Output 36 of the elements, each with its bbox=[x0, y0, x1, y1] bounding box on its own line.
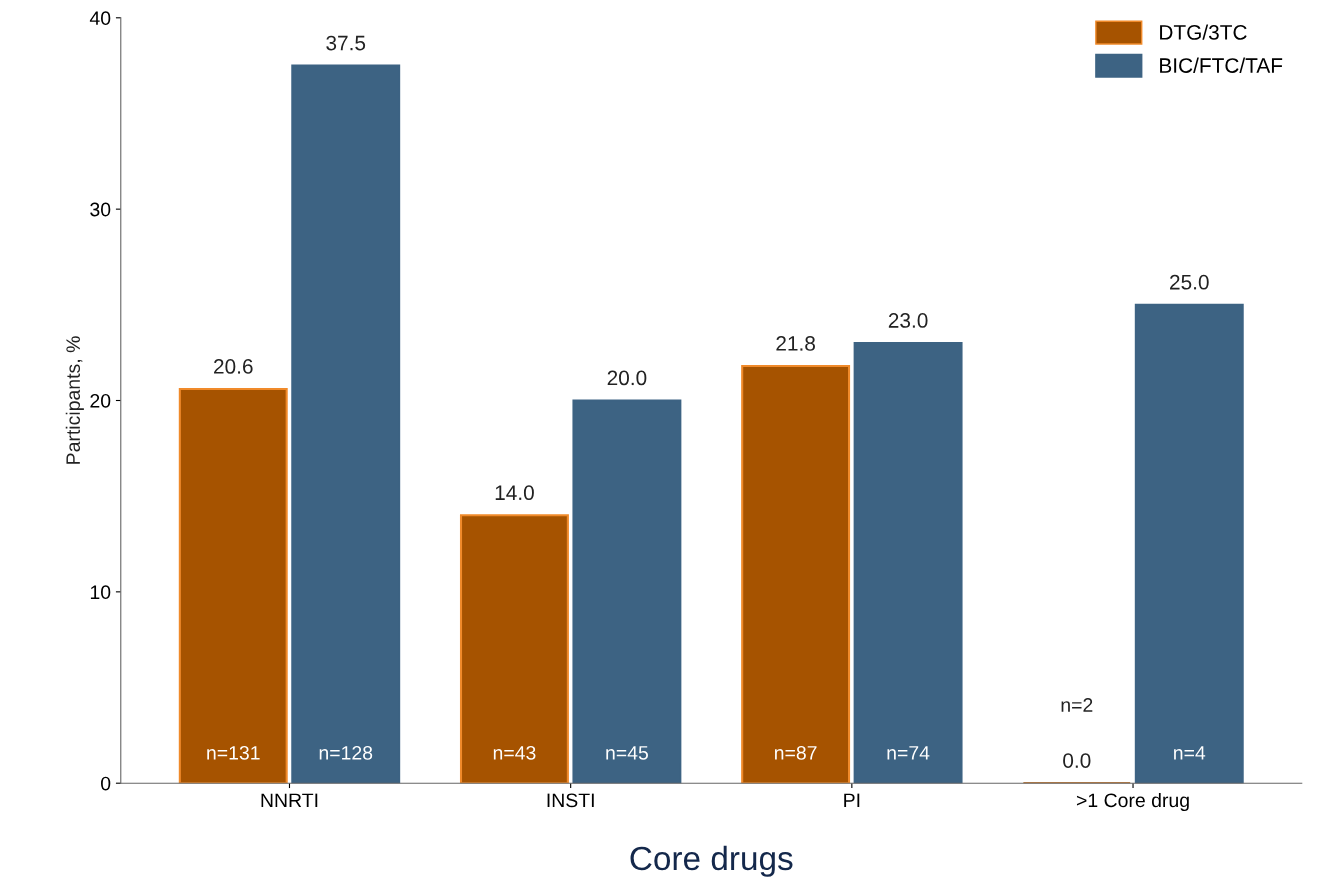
annotation: n=74 bbox=[887, 746, 930, 760]
annotation: n=2 bbox=[1061, 698, 1093, 712]
bar bbox=[572, 399, 682, 784]
y-tick-label: 40 bbox=[89, 11, 111, 26]
bar bbox=[853, 342, 963, 784]
data-label: 37.5 bbox=[326, 35, 366, 51]
x-axis-title: Core drugs bbox=[630, 845, 793, 877]
annotation: n=43 bbox=[493, 745, 536, 760]
y-tick-label: 20 bbox=[90, 393, 111, 408]
x-tick-label: INSTI bbox=[547, 793, 594, 808]
x-tick-label: NNRTI bbox=[261, 793, 318, 808]
data-label: 20.6 bbox=[214, 359, 253, 374]
bar bbox=[178, 387, 288, 784]
annotation: n=131 bbox=[207, 745, 260, 760]
annotation: n=128 bbox=[319, 745, 373, 760]
annotation: n=45 bbox=[606, 746, 648, 760]
y-tick-label: 0 bbox=[101, 776, 111, 791]
data-label: 0.0 bbox=[1063, 753, 1091, 768]
bar bbox=[741, 365, 851, 784]
legend-label: DTG/3TC bbox=[1160, 24, 1247, 40]
bar bbox=[1134, 303, 1244, 784]
x-tick-label: >1 Core drug bbox=[1076, 792, 1189, 812]
data-label: 21.8 bbox=[776, 336, 815, 351]
annotation: n=87 bbox=[775, 745, 817, 760]
annotation: n=4 bbox=[1174, 746, 1206, 760]
y-tick-label: 30 bbox=[90, 202, 111, 217]
data-label: 25.0 bbox=[1170, 274, 1209, 290]
bar bbox=[291, 64, 401, 784]
data-label: 23.0 bbox=[888, 313, 928, 328]
data-label: 14.0 bbox=[495, 485, 534, 501]
data-label: 20.0 bbox=[607, 370, 647, 386]
legend-label: BIC/FTC/TAF bbox=[1160, 57, 1283, 73]
x-tick-label: PI bbox=[844, 793, 860, 808]
bar bbox=[459, 514, 569, 784]
y-axis-title: Participants, % bbox=[65, 336, 84, 464]
y-tick-label: 10 bbox=[90, 585, 111, 600]
